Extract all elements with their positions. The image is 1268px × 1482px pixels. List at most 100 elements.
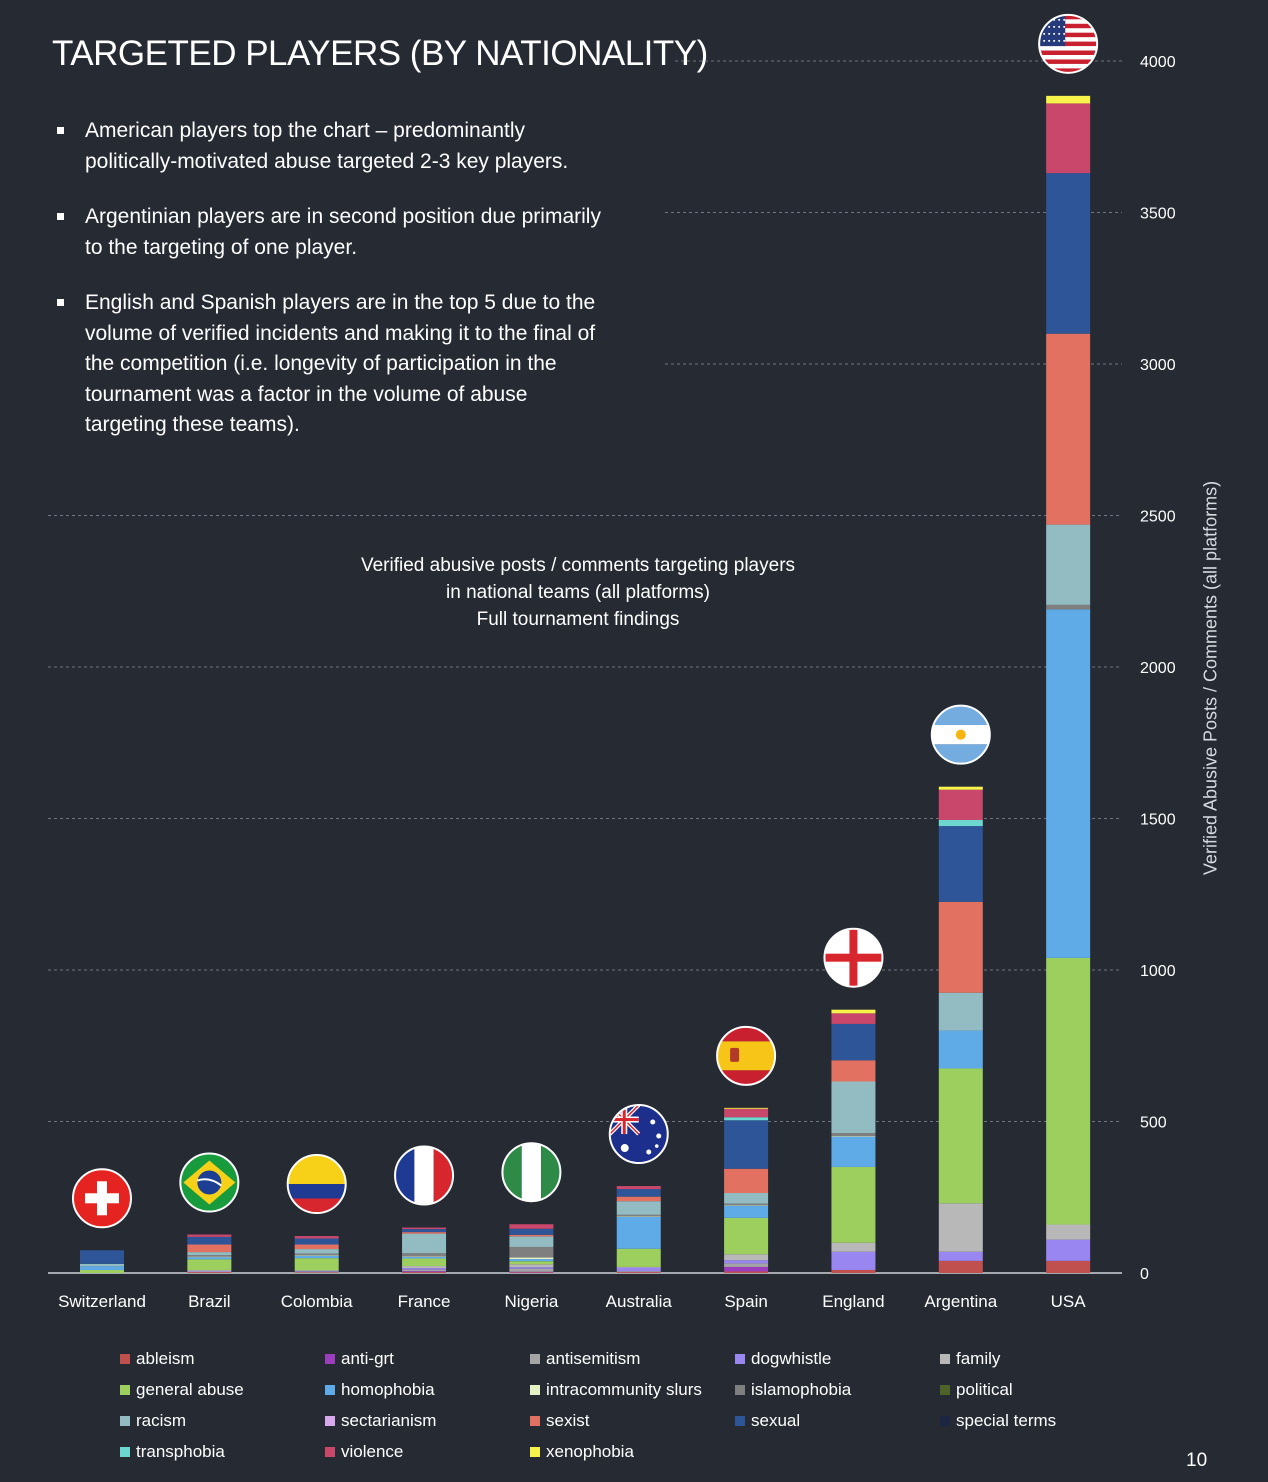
bar-segment [294, 1270, 339, 1272]
legend-swatch [530, 1416, 540, 1426]
bar-segment [294, 1271, 339, 1273]
bar-segment [831, 1023, 876, 1061]
legend-swatch [325, 1354, 335, 1364]
bar-segment [294, 1255, 339, 1256]
legend-label: dogwhistle [751, 1349, 832, 1368]
legend-swatch [530, 1447, 540, 1457]
legend-item: ableism [120, 1348, 325, 1370]
y-tick-label: 3500 [1140, 206, 1176, 223]
bar-segment [938, 789, 983, 821]
bar-segment [294, 1253, 339, 1256]
bar-segment [187, 1244, 232, 1253]
legend-swatch [940, 1354, 950, 1364]
bar-segment [187, 1255, 232, 1257]
bar-segment [402, 1272, 447, 1273]
england-flag-icon [823, 927, 884, 988]
argentina-flag-icon [930, 704, 991, 765]
y-tick-label: 500 [1140, 1115, 1167, 1132]
legend-label: general abuse [136, 1380, 244, 1399]
bar-segment [294, 1255, 339, 1259]
bar-segment [1046, 103, 1091, 174]
bar-segment [831, 1136, 876, 1167]
bar-segment [616, 1248, 661, 1267]
bar-segment [509, 1234, 554, 1237]
legend-label: sexist [546, 1411, 590, 1430]
legend-item: antisemitism [530, 1348, 735, 1370]
bar-segment [294, 1272, 339, 1273]
legend-item: violence [325, 1441, 530, 1463]
y-tick-label: 2000 [1140, 660, 1176, 677]
bar-segment [831, 1133, 876, 1137]
bar-segment [831, 1242, 876, 1252]
bar-segment [402, 1258, 447, 1267]
bar-segment [509, 1228, 554, 1235]
bar-segment [509, 1272, 554, 1273]
x-category-label: Argentina [924, 1292, 997, 1311]
bar-segment [509, 1224, 554, 1229]
finding-england-spain: English and Spanish players are in the t… [52, 288, 612, 441]
bar-segment [724, 1205, 769, 1206]
x-category-label: England [822, 1292, 884, 1311]
legend-swatch [120, 1385, 130, 1395]
bar-segment [187, 1257, 232, 1260]
legend-swatch [940, 1416, 950, 1426]
bar-segment [831, 1081, 876, 1134]
bar-segment [938, 1260, 983, 1273]
bar-segment [80, 1263, 124, 1267]
bar-segment [1046, 333, 1091, 525]
legend-item: xenophobia [530, 1441, 735, 1463]
bar-segment [616, 1216, 661, 1217]
y-tick-label: 4000 [1140, 54, 1176, 71]
chart-subtitle-line: Verified abusive posts / comments target… [360, 555, 796, 576]
legend-item: islamophobia [735, 1379, 940, 1401]
x-category-label: Switzerland [58, 1292, 146, 1311]
legend-label: violence [341, 1442, 404, 1461]
legend-label: racism [136, 1411, 187, 1430]
bar-segment [724, 1266, 769, 1272]
legend-item: racism [120, 1410, 325, 1432]
x-category-label: Brazil [188, 1292, 231, 1311]
bar-segment [294, 1258, 339, 1271]
bar-segment [724, 1168, 769, 1194]
y-tick-label: 0 [1140, 1266, 1149, 1283]
bar-segment [831, 1269, 876, 1273]
legend-swatch [530, 1354, 540, 1364]
bar-segment [724, 1193, 769, 1204]
bar-segment [509, 1246, 554, 1258]
bar-segment [187, 1271, 232, 1273]
australia-flag-icon [608, 1104, 669, 1165]
chart-subtitle-line: in national teams (all platforms) [446, 582, 710, 603]
legend-item: sexist [530, 1410, 735, 1432]
brazil-flag-icon [179, 1152, 240, 1213]
bar-segment [724, 1107, 769, 1109]
usa-flag-icon [1038, 13, 1099, 74]
bar-segment [187, 1236, 232, 1245]
bar-segment [616, 1186, 661, 1190]
bar-segment [1046, 1239, 1091, 1261]
legend-swatch [325, 1385, 335, 1395]
bar-segment [724, 1263, 769, 1267]
bar-segment [1046, 524, 1091, 605]
bar-segment [187, 1269, 232, 1271]
finding-argentina: Argentinian players are in second positi… [52, 202, 612, 263]
bar-segment [938, 820, 983, 827]
bar-segment [724, 1217, 769, 1255]
bar-segment [509, 1271, 554, 1273]
legend-swatch [735, 1354, 745, 1364]
france-flag-icon [394, 1145, 455, 1206]
bar-segment [294, 1238, 339, 1245]
bar-segment [938, 826, 983, 902]
legend-label: ableism [136, 1349, 195, 1368]
legend-swatch [735, 1416, 745, 1426]
bar-segment [1046, 1224, 1091, 1240]
bar-segment [724, 1271, 769, 1273]
legend-item: sexual [735, 1410, 940, 1432]
legend-label: homophobia [341, 1380, 435, 1399]
bar-segment [80, 1269, 124, 1273]
bar-segment [938, 1251, 983, 1261]
x-category-label: Nigeria [504, 1292, 558, 1311]
bar-segment [831, 1251, 876, 1270]
legend-label: family [956, 1349, 1001, 1368]
bar-segment [294, 1244, 339, 1250]
bar-segment [402, 1229, 447, 1233]
